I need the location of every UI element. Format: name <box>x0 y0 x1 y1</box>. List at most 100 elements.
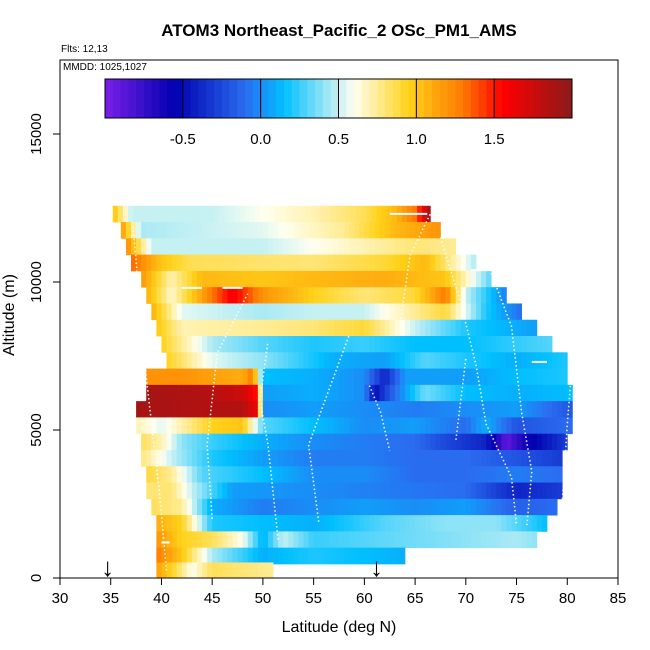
heatmap-cell <box>288 498 294 516</box>
heatmap-cell <box>420 368 426 386</box>
heatmap-cell <box>374 482 380 500</box>
heatmap-cell <box>339 547 345 565</box>
heatmap-cell <box>283 531 289 549</box>
heatmap-cell <box>156 368 162 386</box>
heatmap-cell <box>465 515 472 532</box>
heatmap-cell <box>202 433 208 451</box>
heatmap-cell <box>516 449 523 467</box>
heatmap-cell <box>212 562 218 578</box>
heatmap-cell <box>181 515 188 532</box>
heatmap-cell <box>237 238 244 256</box>
heatmap-cell <box>278 270 284 288</box>
heatmap-cell <box>273 547 279 565</box>
heatmap-cell <box>415 417 421 435</box>
heatmap-cell <box>247 384 254 402</box>
heatmap-cell <box>531 319 538 337</box>
heatmap-cell <box>339 401 345 418</box>
heatmap-cell <box>384 270 391 288</box>
heatmap-cell <box>303 303 309 321</box>
heatmap-cell <box>242 515 249 532</box>
heatmap-cell <box>379 417 386 435</box>
heatmap-cell <box>249 205 256 223</box>
heatmap-cell <box>481 368 487 386</box>
colorbar-segment <box>509 79 519 118</box>
heatmap-cell <box>323 449 330 467</box>
heatmap-cell <box>227 482 233 500</box>
heatmap-cell <box>237 515 244 532</box>
heatmap-cell <box>384 482 391 500</box>
heatmap-cell <box>222 222 228 239</box>
heatmap-cell <box>242 336 249 353</box>
heatmap-cell <box>516 498 523 516</box>
colorbar-segment <box>268 79 277 118</box>
heatmap-cell <box>156 449 162 467</box>
heatmap-cell <box>232 238 238 256</box>
latitude-arrows: ↓ ↓ <box>101 552 383 582</box>
heatmap-cell <box>161 433 167 451</box>
heatmap-cell <box>501 433 507 451</box>
heatmap-cell <box>430 482 436 500</box>
chart-title: ATOM3 Northeast_Pacific_2 OSc_PM1_AMS <box>161 21 517 40</box>
heatmap-cell <box>237 287 244 304</box>
heatmap-cell <box>293 238 299 256</box>
heatmap-cell <box>328 547 335 565</box>
heatmap-cell <box>516 336 523 353</box>
heatmap-cell <box>222 401 228 418</box>
heatmap-cell <box>267 238 274 256</box>
heatmap-cell <box>359 222 365 239</box>
heatmap-cell <box>288 319 294 337</box>
heatmap-cell <box>364 319 370 337</box>
heatmap-cell <box>171 270 178 288</box>
heatmap-cell <box>303 368 309 386</box>
heatmap-cell <box>546 417 553 435</box>
heatmap-cell <box>303 531 309 549</box>
heatmap-cell <box>404 336 411 353</box>
heatmap-cell <box>399 482 406 500</box>
heatmap-cell <box>349 384 355 402</box>
heatmap-cell <box>470 336 477 353</box>
heatmap-cell <box>318 336 325 353</box>
heatmap-cell <box>166 417 172 435</box>
heatmap-cell <box>435 270 441 288</box>
heatmap-cell <box>318 287 325 304</box>
heatmap-cell <box>257 466 264 483</box>
heatmap-cell <box>171 287 178 304</box>
heatmap-cell <box>156 303 162 321</box>
heatmap-cell <box>491 449 497 467</box>
heatmap-cell <box>181 384 188 402</box>
heatmap-cell <box>267 417 274 435</box>
colorbar-segment <box>299 79 308 118</box>
heatmap-cell <box>207 254 213 272</box>
heatmap-cell <box>521 466 528 483</box>
heatmap-cell <box>450 352 457 369</box>
heatmap-cell <box>273 270 279 288</box>
heatmap-cell <box>339 531 345 549</box>
colorbar <box>104 78 573 119</box>
heatmap-cell <box>305 205 311 223</box>
heatmap-cell <box>267 352 274 369</box>
heatmap-cell <box>359 498 365 516</box>
heatmap-cell <box>389 222 396 239</box>
heatmap-cell <box>435 531 441 549</box>
heatmap-cell <box>333 254 340 272</box>
heatmap-cell <box>435 433 441 451</box>
flight-track <box>206 293 249 519</box>
heatmap-cell <box>267 270 274 288</box>
heatmap-cell <box>181 222 188 239</box>
heatmap-cell <box>354 319 360 337</box>
heatmap-cell <box>262 401 269 418</box>
heatmap-cell <box>496 482 502 500</box>
heatmap-cell <box>247 562 254 578</box>
heatmap-cell <box>465 466 472 483</box>
heatmap-cell <box>283 303 289 321</box>
heatmap-cell <box>366 205 372 223</box>
heatmap-cell <box>176 417 183 435</box>
heatmap-cell <box>536 336 543 353</box>
heatmap-cell <box>511 384 517 402</box>
heatmap-cell <box>247 287 254 304</box>
heatmap-cell <box>278 222 284 239</box>
heatmap-cell <box>288 466 294 483</box>
heatmap-cell <box>166 562 172 578</box>
heatmap-cell <box>435 449 441 467</box>
heatmap-cell <box>247 352 254 369</box>
